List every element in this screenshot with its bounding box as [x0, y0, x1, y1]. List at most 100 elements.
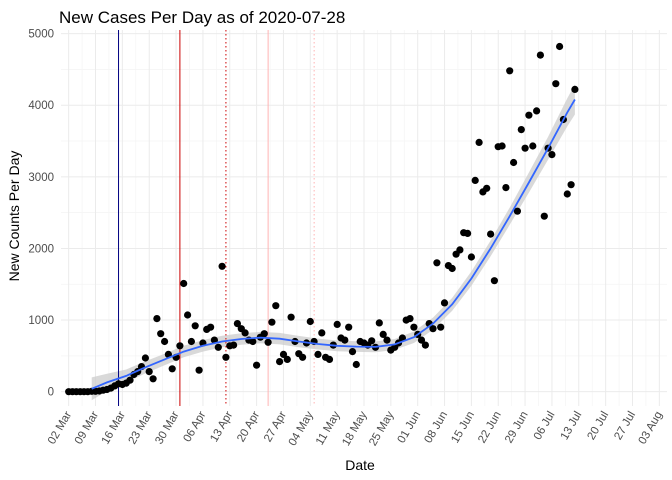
data-point [279, 350, 288, 358]
data-point [513, 207, 522, 215]
data-point [429, 325, 437, 333]
x-tick-label: 02 Mar [46, 409, 74, 446]
y-axis-title: New Counts Per Day [6, 151, 22, 282]
data-point [548, 151, 556, 159]
data-point [348, 348, 357, 356]
data-point [153, 315, 161, 323]
data-point [333, 320, 341, 328]
data-point [268, 318, 276, 326]
data-point [383, 336, 391, 344]
data-point [502, 184, 510, 192]
data-point [410, 323, 418, 331]
data-point [272, 302, 280, 310]
y-tick-label: 4000 [28, 100, 54, 112]
data-point [191, 322, 199, 330]
data-point [168, 365, 176, 373]
data-point [260, 330, 268, 338]
data-point [306, 317, 314, 326]
y-tick-label: 1000 [28, 315, 54, 327]
data-point [283, 355, 291, 363]
x-tick-label: 03 Aug [637, 410, 665, 447]
data-point [552, 80, 560, 88]
data-point [264, 338, 272, 346]
trend-band [91, 84, 575, 401]
data-point [471, 176, 479, 184]
data-point [218, 262, 226, 270]
y-tick-label: 0 [48, 387, 54, 399]
data-points [65, 42, 579, 396]
data-point [448, 264, 456, 273]
y-tick-label: 3000 [28, 172, 54, 184]
data-point [345, 323, 353, 331]
x-tick-label: 20 Jul [585, 410, 611, 443]
y-tick-label: 5000 [28, 29, 54, 41]
x-tick-label: 18 May [340, 409, 369, 448]
data-point [318, 329, 326, 337]
data-point [141, 354, 149, 362]
data-point [276, 358, 284, 366]
x-tick-label: 01 Jun [396, 410, 424, 446]
data-point [325, 355, 334, 363]
data-point [398, 334, 406, 342]
data-point [467, 253, 475, 261]
data-point [498, 142, 506, 150]
x-tick-label: 20 Apr [235, 409, 262, 444]
data-point [490, 277, 498, 285]
data-point [207, 323, 215, 331]
data-point [145, 368, 153, 376]
data-point [483, 184, 491, 192]
data-point [440, 299, 449, 307]
data-point [187, 337, 195, 346]
data-point [222, 353, 230, 361]
x-tick-label: 27 Apr [262, 409, 289, 444]
data-point [536, 51, 545, 59]
data-point [375, 319, 383, 327]
data-point [421, 341, 429, 349]
x-tick-label: 11 May [314, 409, 343, 447]
data-point [563, 190, 571, 198]
data-point [506, 67, 514, 75]
x-tick-label: 13 Jul [559, 410, 585, 443]
x-tick-label: 23 Mar [127, 409, 155, 446]
x-tick-label: 22 Jun [476, 410, 504, 446]
data-point [556, 42, 564, 51]
data-point [314, 350, 322, 358]
data-point [567, 181, 575, 189]
data-point [126, 376, 134, 384]
x-tick-label: 16 Mar [100, 409, 128, 446]
data-point [456, 246, 464, 254]
data-point [241, 329, 249, 337]
data-point [464, 229, 472, 237]
x-tick-label: 15 Jun [449, 410, 477, 446]
data-point [287, 313, 295, 321]
data-point [525, 111, 533, 119]
x-tick-label: 30 Mar [153, 409, 181, 446]
x-axis-title: Date [345, 457, 375, 473]
data-point [540, 212, 548, 220]
data-point [341, 336, 349, 344]
data-point [521, 144, 529, 152]
data-point [475, 138, 483, 146]
data-point [249, 337, 257, 346]
data-point [517, 126, 525, 134]
x-tick-label: 27 Jul [612, 410, 638, 443]
data-point [184, 311, 192, 319]
data-point [149, 375, 157, 383]
data-point [253, 361, 261, 369]
y-axis-ticks: 0 1000 2000 3000 4000 5000 [28, 29, 54, 399]
chart-title: New Cases Per Day as of 2020-07-28 [59, 8, 345, 27]
data-point [533, 107, 541, 115]
data-point [233, 320, 241, 328]
data-point [157, 330, 165, 338]
x-tick-label: 29 Jun [503, 410, 531, 446]
data-point [352, 360, 360, 369]
data-point [406, 315, 414, 323]
x-tick-label: 08 Jun [422, 410, 450, 446]
trend-line [91, 99, 576, 390]
data-point [368, 337, 376, 345]
data-point [214, 343, 222, 351]
data-point [437, 323, 445, 331]
data-point [176, 342, 184, 350]
